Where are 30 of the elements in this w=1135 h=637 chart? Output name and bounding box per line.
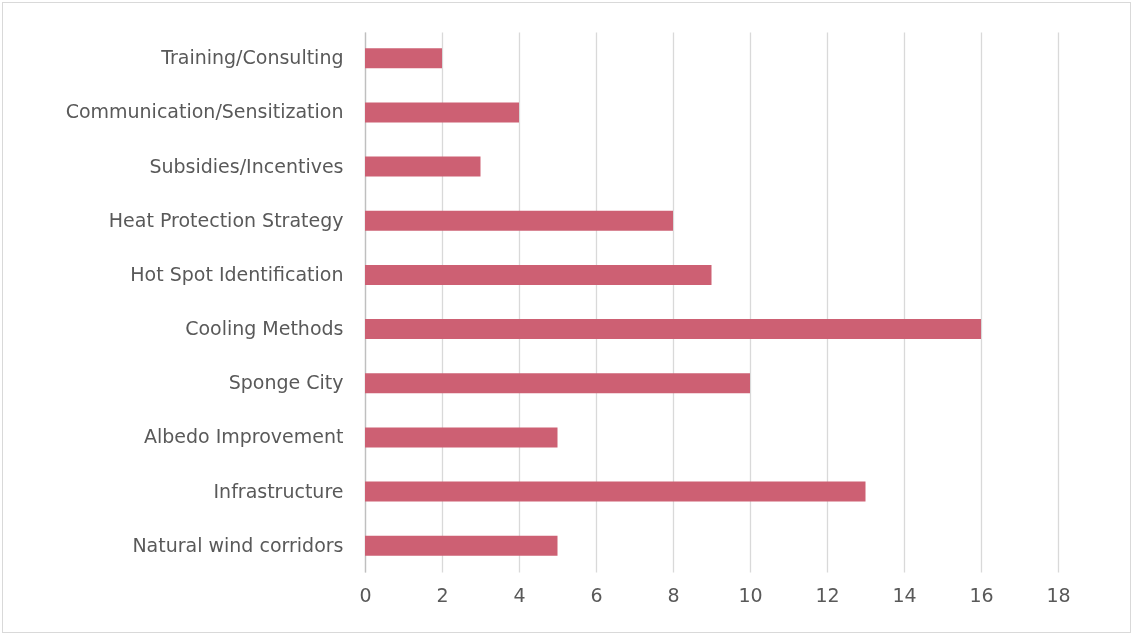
bar [365, 319, 981, 340]
y-tick-label: Hot Spot Identification [130, 262, 344, 285]
x-tick-label: 16 [969, 583, 994, 606]
x-tick-label: 8 [667, 583, 680, 606]
bar [365, 48, 442, 69]
x-tick-label: 12 [815, 583, 840, 606]
x-tick-label: 6 [590, 583, 603, 606]
x-tick-label: 18 [1046, 583, 1071, 606]
bar [365, 210, 673, 231]
bar [365, 427, 558, 448]
y-tick-label: Sponge City [228, 371, 344, 394]
y-tick-label: Natural wind corridors [132, 533, 344, 556]
y-tick-label: Training/Consulting [160, 46, 344, 69]
bar [365, 264, 712, 285]
y-tick-label: Cooling Methods [185, 317, 344, 340]
y-tick-label: Infrastructure [213, 479, 344, 502]
x-tick-label: 2 [436, 583, 449, 606]
bar [365, 481, 866, 502]
y-tick-label: Heat Protection Strategy [108, 208, 344, 231]
y-tick-label: Albedo Improvement [143, 425, 344, 448]
x-tick-label: 14 [892, 583, 917, 606]
bar [365, 156, 481, 177]
y-tick-label: Communication/Sensitization [65, 100, 344, 123]
x-tick-label: 10 [738, 583, 763, 606]
x-tick-label: 0 [359, 583, 372, 606]
bar [365, 102, 519, 123]
y-tick-label: Subsidies/Incentives [149, 154, 344, 177]
bar [365, 535, 558, 556]
x-tick-label: 4 [513, 583, 526, 606]
bar [365, 373, 750, 394]
